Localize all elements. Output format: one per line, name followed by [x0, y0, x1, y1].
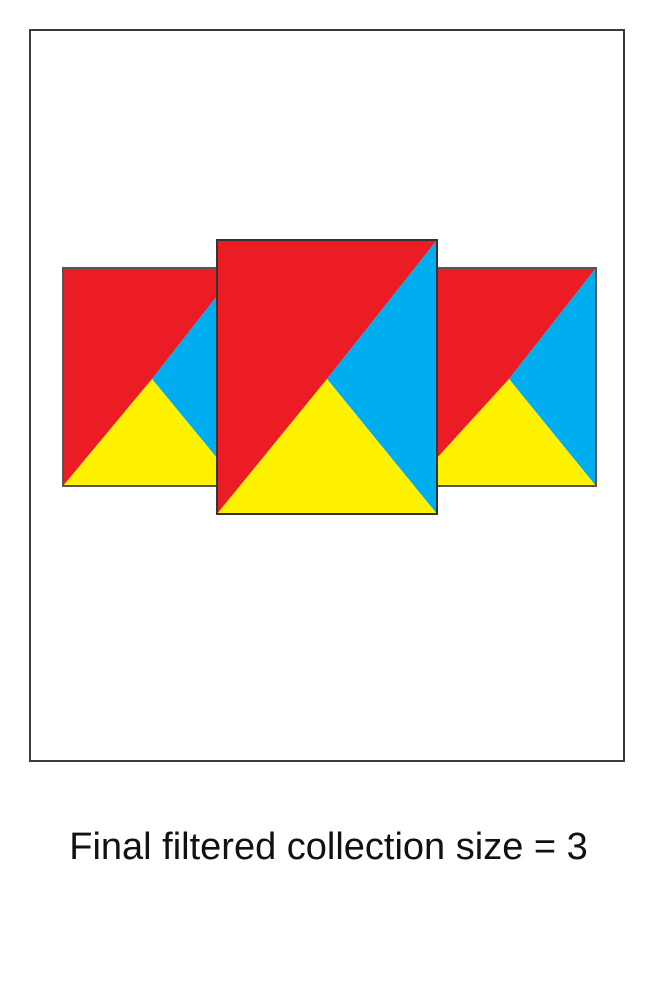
right-tile-red-triangle: [437, 268, 596, 458]
left-tile-red-triangle: [63, 268, 217, 486]
center-tile: [216, 239, 438, 515]
right-tile: [436, 267, 597, 487]
collection-size-caption: Final filtered collection size = 3: [69, 826, 588, 868]
right-tile-blue-triangle: [509, 268, 596, 486]
left-tile: [62, 267, 218, 487]
center-tile-yellow-triangle: [217, 379, 437, 514]
center-tile-red-triangle: [217, 240, 437, 514]
center-tile-outline: [216, 239, 438, 515]
left-tile-blue-triangle: [152, 296, 217, 458]
center-tile-blue-triangle: [327, 240, 437, 514]
left-tile-yellow-triangle: [63, 379, 217, 486]
right-tile-yellow-triangle: [437, 379, 596, 486]
